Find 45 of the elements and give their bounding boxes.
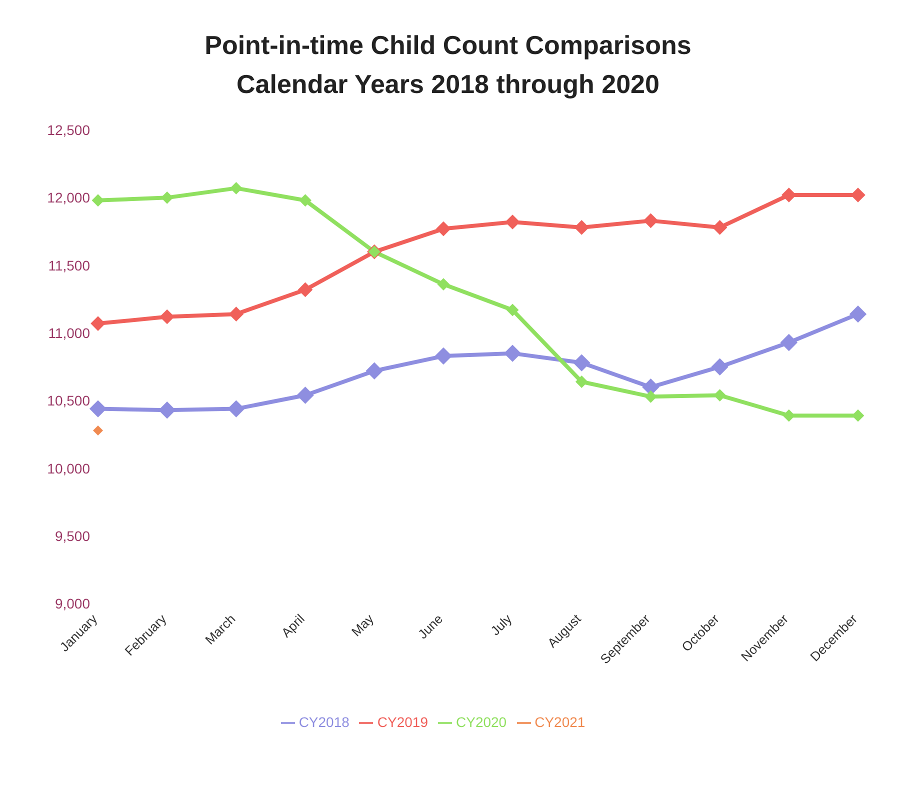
point — [434, 347, 452, 365]
point — [643, 213, 658, 228]
y-tick-label: 11,000 — [48, 324, 90, 341]
point — [436, 221, 451, 236]
point — [574, 220, 590, 235]
point — [93, 425, 103, 436]
point — [504, 344, 522, 362]
x-tick-label: June — [415, 611, 446, 642]
legend-label: CY2021 — [534, 714, 586, 730]
y-tick-label: 10,500 — [47, 392, 90, 409]
x-tick-label: July — [488, 610, 516, 638]
point — [437, 278, 450, 290]
point — [90, 316, 106, 331]
point — [712, 220, 728, 235]
point — [782, 188, 796, 202]
y-tick-label: 11,500 — [48, 257, 90, 274]
point — [573, 354, 590, 372]
y-tick-label: 12,500 — [47, 122, 90, 138]
point — [849, 305, 867, 323]
point — [366, 362, 383, 380]
y-tick-label: 12,000 — [47, 190, 90, 206]
point — [505, 214, 520, 230]
point — [228, 400, 245, 418]
point — [228, 306, 244, 322]
y-tick-label: 9,000 — [54, 596, 90, 612]
legend-label: CY2020 — [456, 714, 507, 730]
point — [89, 400, 107, 418]
chart-title: Point-in-time Child Count Comparisons — [204, 30, 692, 61]
point — [298, 282, 313, 298]
chart-subtitle: Calendar Years 2018 through 2020 — [236, 69, 660, 100]
point — [158, 402, 176, 419]
point — [780, 334, 798, 352]
point — [299, 194, 312, 207]
point — [506, 304, 519, 316]
legend-label: CY2019 — [377, 714, 428, 730]
point — [160, 309, 174, 324]
point — [230, 182, 242, 194]
legend-label: CY2018 — [298, 714, 350, 730]
y-tick-label: 10,000 — [47, 460, 90, 476]
x-tick-label: May — [348, 610, 377, 640]
point — [711, 358, 728, 376]
point — [575, 376, 588, 388]
point — [850, 188, 866, 202]
point — [296, 386, 314, 404]
y-tick-label: 9,500 — [54, 528, 90, 544]
